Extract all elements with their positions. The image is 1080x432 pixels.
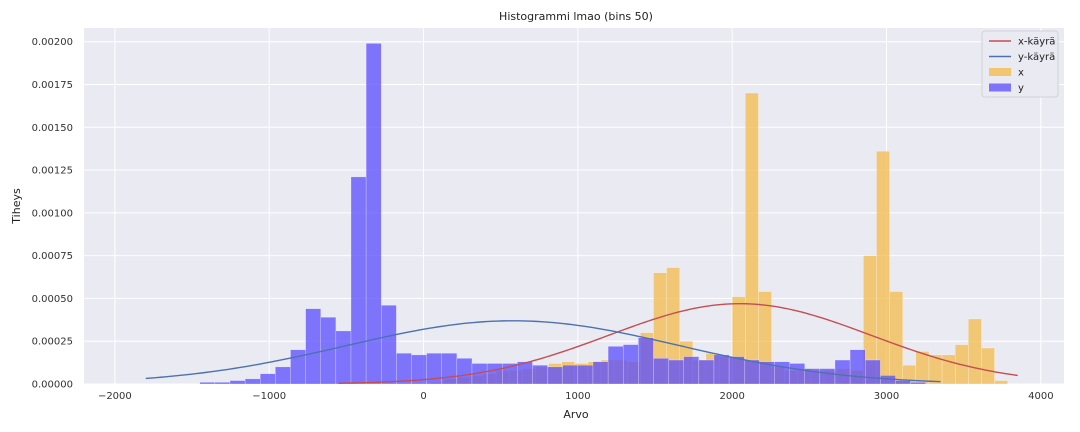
y-tick-label-7: 0.00175 [32, 80, 73, 91]
y-tick-label-2: 0.00050 [32, 294, 73, 305]
curves [145, 302, 1018, 384]
hist-x-bar-41 [876, 151, 890, 385]
plot-area-background [84, 28, 1064, 384]
y-tick-label-5: 0.00125 [32, 166, 73, 177]
y-tick-label-8: 0.00200 [32, 37, 73, 48]
hist-y-bar-47 [910, 382, 926, 385]
hist-y-bar-5 [275, 366, 291, 385]
hist-y-bar-34 [713, 354, 730, 385]
x-tick-label-0: −2000 [98, 391, 132, 402]
hist-y-bar-25 [577, 364, 594, 385]
x-tick-label-2: 0 [420, 391, 426, 402]
y-tick-label-0: 0.00000 [32, 380, 73, 391]
curve-x [338, 302, 1018, 384]
x-tick-label-4: 2000 [719, 391, 744, 402]
y-tick-label-3: 0.00075 [32, 251, 73, 262]
x-tick-label-1: −1000 [252, 391, 286, 402]
legend-label-2: x [1018, 68, 1024, 79]
hist-x-bar-44 [915, 351, 930, 385]
hist-x-bar-42 [889, 291, 903, 385]
hist-y-bar-7 [305, 308, 321, 385]
hist-x-bar-46 [941, 354, 956, 385]
hist-y-bar-26 [592, 361, 609, 385]
hist-y-bar-28 [623, 344, 639, 385]
hist-y-bar-24 [562, 364, 579, 385]
hist-y-bar-9 [335, 330, 352, 385]
y-axis-label: Tiheys [10, 188, 23, 225]
hist-y-bar-10 [350, 176, 367, 385]
histogram-y [199, 43, 926, 385]
x-axis-label: Arvo [563, 408, 589, 421]
hist-y-bar-38 [774, 361, 790, 385]
hist-y-bar-17 [456, 358, 473, 385]
hist-y-bar-35 [728, 356, 745, 385]
hist-x-bar-48 [968, 318, 982, 385]
hist-y-bar-16 [441, 352, 458, 385]
legend-swatch-3 [989, 83, 1011, 92]
hist-y-bar-30 [653, 358, 669, 385]
hist-y-bar-0 [199, 382, 216, 385]
hist-y-bar-33 [698, 359, 715, 385]
hist-y-bar-3 [244, 378, 261, 385]
x-tick-label-6: 4000 [1028, 391, 1053, 402]
legend-frame [981, 30, 1059, 98]
y-tick-label-6: 0.00150 [32, 123, 73, 134]
y-tick-label-1: 0.00025 [32, 337, 73, 348]
hist-y-bar-46 [895, 380, 911, 385]
x-axis-ticks: −2000 −1000 0 1000 2000 3000 4000 [98, 391, 1054, 402]
legend-swatch-2 [989, 68, 1011, 76]
hist-y-bar-31 [668, 359, 684, 385]
hist-x-bar-50 [994, 380, 1008, 385]
hist-y-bar-39 [789, 363, 805, 385]
hist-y-bar-32 [683, 356, 700, 385]
hist-y-bar-19 [486, 363, 503, 385]
hist-y-bar-13 [396, 352, 412, 385]
curve-y [145, 320, 941, 383]
hist-y-bar-1 [214, 382, 231, 385]
hist-y-bar-27 [607, 346, 624, 385]
hist-y-bar-29 [638, 337, 654, 385]
hist-y-bar-36 [744, 359, 760, 385]
legend: x-käyrä y-käyrä xy [981, 30, 1059, 98]
hist-y-bar-12 [381, 305, 397, 385]
hist-y-bar-11 [365, 43, 382, 385]
hist-y-bar-41 [819, 368, 836, 385]
hist-x-bar-31 [745, 92, 759, 385]
hist-y-bar-44 [865, 359, 881, 385]
hist-y-bar-42 [834, 359, 851, 385]
x-tick-label-5: 3000 [874, 391, 899, 402]
legend-label-0: x-käyrä [1018, 37, 1055, 48]
hist-y-bar-22 [532, 364, 548, 385]
chart-title: Histogrammi lmao (bins 50) [499, 10, 653, 23]
hist-y-bar-2 [229, 380, 246, 385]
legend-label-1: y-käyrä [1018, 52, 1055, 63]
legend-label-3: y [1018, 83, 1024, 94]
y-axis-ticks: 0.00000 0.00025 0.00050 0.00075 0.00100 0.001… [32, 37, 73, 390]
y-tick-label-4: 0.00100 [32, 208, 73, 219]
x-tick-label-3: 1000 [565, 391, 590, 402]
hist-y-bar-43 [849, 349, 866, 385]
hist-y-bar-4 [260, 373, 276, 385]
hist-x-bar-49 [981, 347, 995, 385]
hist-y-bar-23 [547, 366, 563, 385]
